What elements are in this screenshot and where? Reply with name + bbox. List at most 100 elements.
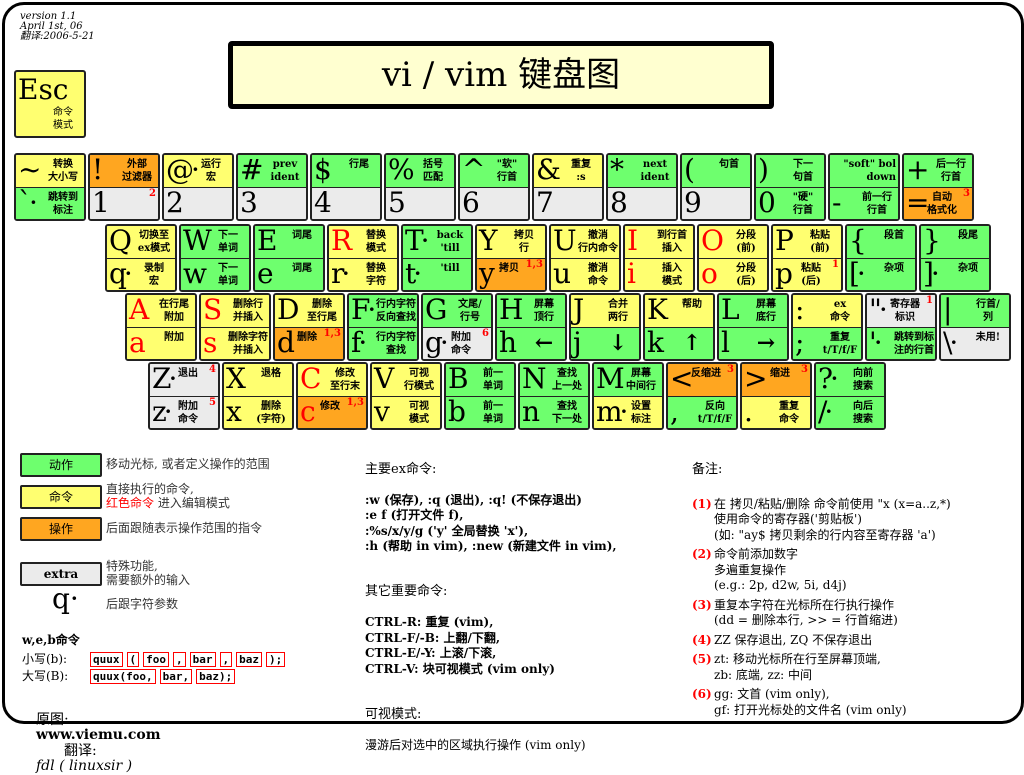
key[interactable]: & 重复 :s 7 bbox=[532, 153, 604, 221]
key-lower[interactable]: 2 bbox=[164, 187, 232, 219]
key[interactable]: ~ 转换 大小写 `· 跳转到 标注 bbox=[14, 153, 86, 221]
key-lower[interactable]: 7 bbox=[534, 187, 602, 219]
key-lower[interactable]: /· 向后 搜索 bbox=[816, 396, 884, 428]
key[interactable]: $ 行尾 4 bbox=[310, 153, 382, 221]
key-lower[interactable]: i 插入 模式 bbox=[625, 258, 693, 290]
key-upper[interactable]: N 查找 上一处 bbox=[520, 364, 588, 396]
key-lower[interactable]: c 修改 1,3 bbox=[298, 396, 366, 428]
key[interactable]: (句首 9 bbox=[680, 153, 752, 221]
key-lower[interactable]: j ↓ bbox=[571, 327, 639, 359]
key[interactable]: Q 切换至 ex模式 q· 录制 宏 bbox=[105, 224, 177, 292]
key-lower[interactable]: g· 附加 命令 6 bbox=[423, 327, 491, 359]
key[interactable]: G 文尾/ 行号 g· 附加 命令 6 bbox=[421, 293, 493, 361]
key-lower[interactable]: w 下一 单词 bbox=[181, 258, 249, 290]
key[interactable]: K 帮助 k ↑ bbox=[643, 293, 715, 361]
key-upper[interactable]: | 行首/ 列 bbox=[941, 295, 1009, 327]
key-upper[interactable]: K 帮助 bbox=[645, 295, 713, 327]
key[interactable]: < 反缩进 3, 反向 t/T/f/F bbox=[666, 362, 738, 430]
key-lower[interactable]: f· 行内字符 查找 bbox=[349, 327, 417, 359]
key[interactable]: C 修改 至行末 c 修改 1,3 bbox=[296, 362, 368, 430]
key[interactable]: V 可视 行模式 v 可视 模式 bbox=[370, 362, 442, 430]
key[interactable]: _ "soft" bol down - 前一行 行首 bbox=[828, 153, 900, 221]
key[interactable]: L 屏幕 底行 l → bbox=[717, 293, 789, 361]
key-upper[interactable]: Y 拷贝 行 bbox=[477, 226, 545, 258]
key-upper[interactable]: @· 运行 宏 bbox=[164, 155, 232, 187]
key[interactable]: M 屏幕 中间行 m· 设置 标注 bbox=[592, 362, 664, 430]
key-lower[interactable]: 8 bbox=[608, 187, 676, 219]
key-upper[interactable]: F· 行内字符 反向查找 bbox=[349, 295, 417, 327]
key-upper[interactable]: T· back 'till bbox=[403, 226, 471, 258]
key[interactable]: Y 拷贝 行 y 拷贝 1,3 bbox=[475, 224, 547, 292]
key-upper[interactable]: Z· 退出 4 bbox=[150, 364, 218, 396]
key-lower[interactable]: 9 bbox=[682, 187, 750, 219]
key[interactable]: I 到行首 插入 i 插入 模式 bbox=[623, 224, 695, 292]
key[interactable]: {段首 [· 杂项 bbox=[845, 224, 917, 292]
key-upper[interactable]: Q 切换至 ex模式 bbox=[107, 226, 175, 258]
key-upper[interactable]: _ "soft" bol down bbox=[830, 155, 898, 187]
key-upper[interactable]: R 替换 模式 bbox=[329, 226, 397, 258]
key-lower[interactable]: r· 替换 字符 bbox=[329, 258, 397, 290]
key-lower[interactable]: 4 bbox=[312, 187, 380, 219]
key-upper[interactable]: * next ident bbox=[608, 155, 676, 187]
key-upper[interactable]: } 段尾 bbox=[921, 226, 989, 258]
key[interactable]: | 行首/ 列 \· 未用! bbox=[939, 293, 1011, 361]
key[interactable]: R 替换 模式 r· 替换 字符 bbox=[327, 224, 399, 292]
key-lower[interactable]: ]· 杂项 bbox=[921, 258, 989, 290]
key[interactable]: S 删除行 并插入 s 删除字符 并插入 bbox=[199, 293, 271, 361]
key-lower[interactable]: o 分段 (后) bbox=[699, 258, 767, 290]
key-lower[interactable]: v 可视 模式 bbox=[372, 396, 440, 428]
key-lower[interactable]: - 前一行 行首 bbox=[830, 187, 898, 219]
key[interactable]: ?· 向前 搜索 /· 向后 搜索 bbox=[814, 362, 886, 430]
key[interactable]: : ex 命令; 重复 t/T/f/F bbox=[791, 293, 863, 361]
key-lower[interactable]: x 删除 (字符) bbox=[224, 396, 292, 428]
key-lower[interactable]: q· 录制 宏 bbox=[107, 258, 175, 290]
key-upper[interactable]: ! 外部 过滤器 bbox=[90, 155, 158, 187]
key-upper[interactable]: (句首 bbox=[682, 155, 750, 187]
key-lower[interactable]: n 查找 下一处 bbox=[520, 396, 588, 428]
key-lower[interactable]: `· 跳转到 标注 bbox=[16, 187, 84, 219]
key-lower[interactable]: z· 附加 命令 5 bbox=[150, 396, 218, 428]
key-lower[interactable]: [· 杂项 bbox=[847, 258, 915, 290]
key-upper[interactable]: A 在行尾 附加 bbox=[127, 295, 195, 327]
key-upper[interactable]: E 词尾 bbox=[255, 226, 323, 258]
key-lower[interactable]: a 附加 bbox=[127, 327, 195, 359]
key-lower[interactable]: t· 'till bbox=[403, 258, 471, 290]
key[interactable]: Z· 退出 4 z· 附加 命令 5 bbox=[148, 362, 220, 430]
key-upper[interactable]: < 反缩进 3 bbox=[668, 364, 736, 396]
key-upper[interactable]: # prev ident bbox=[238, 155, 306, 187]
key-lower[interactable]: m· 设置 标注 bbox=[594, 396, 662, 428]
key-upper[interactable]: "· 寄存器 标识 1 bbox=[867, 295, 935, 327]
key-upper[interactable]: C 修改 至行末 bbox=[298, 364, 366, 396]
key-lower[interactable]: = 自动 格式化 3 bbox=[904, 187, 972, 219]
key[interactable]: H 屏幕 顶行 h ← bbox=[495, 293, 567, 361]
key-upper[interactable]: ^ "软" 行首 bbox=[460, 155, 528, 187]
key-upper[interactable]: U 撤消 行内命令 bbox=[551, 226, 619, 258]
key-lower[interactable]: e 词尾 bbox=[255, 258, 323, 290]
key-upper[interactable]: M 屏幕 中间行 bbox=[594, 364, 662, 396]
key-upper[interactable]: H 屏幕 顶行 bbox=[497, 295, 565, 327]
key-upper[interactable]: {段首 bbox=[847, 226, 915, 258]
key-lower[interactable]: . 重复 命令 bbox=[742, 396, 810, 428]
key-upper[interactable]: O 分段 (前) bbox=[699, 226, 767, 258]
key[interactable]: J 合并 两行 j ↓ bbox=[569, 293, 641, 361]
key[interactable]: O 分段 (前) o 分段 (后) bbox=[697, 224, 769, 292]
key[interactable]: * next ident 8 bbox=[606, 153, 678, 221]
key-lower[interactable]: 0 "硬" 行首 bbox=[756, 187, 824, 219]
key-upper[interactable]: S 删除行 并插入 bbox=[201, 295, 269, 327]
key-upper[interactable]: J 合并 两行 bbox=[571, 295, 639, 327]
key-lower[interactable]: d 删除 1,3 bbox=[275, 327, 343, 359]
key-upper[interactable]: P 粘贴 (前) bbox=[773, 226, 841, 258]
key-upper[interactable]: > 缩进 3 bbox=[742, 364, 810, 396]
key[interactable]: ) 下一 句首 0 "硬" 行首 bbox=[754, 153, 826, 221]
key[interactable]: W 下一 单词 w 下一 单词 bbox=[179, 224, 251, 292]
key[interactable]: "· 寄存器 标识 1 '· 跳转到标 注的行首 bbox=[865, 293, 937, 361]
key-upper[interactable]: ?· 向前 搜索 bbox=[816, 364, 884, 396]
key[interactable]: F· 行内字符 反向查找 f· 行内字符 查找 bbox=[347, 293, 419, 361]
key[interactable]: P 粘贴 (前) p 粘贴 (后) 1 bbox=[771, 224, 843, 292]
key-upper[interactable]: & 重复 :s bbox=[534, 155, 602, 187]
key[interactable]: B 前一 单词 b 前一 单词 bbox=[444, 362, 516, 430]
key-lower[interactable]: s 删除字符 并插入 bbox=[201, 327, 269, 359]
key[interactable]: A 在行尾 附加 a 附加 bbox=[125, 293, 197, 361]
key-lower[interactable]: 6 bbox=[460, 187, 528, 219]
